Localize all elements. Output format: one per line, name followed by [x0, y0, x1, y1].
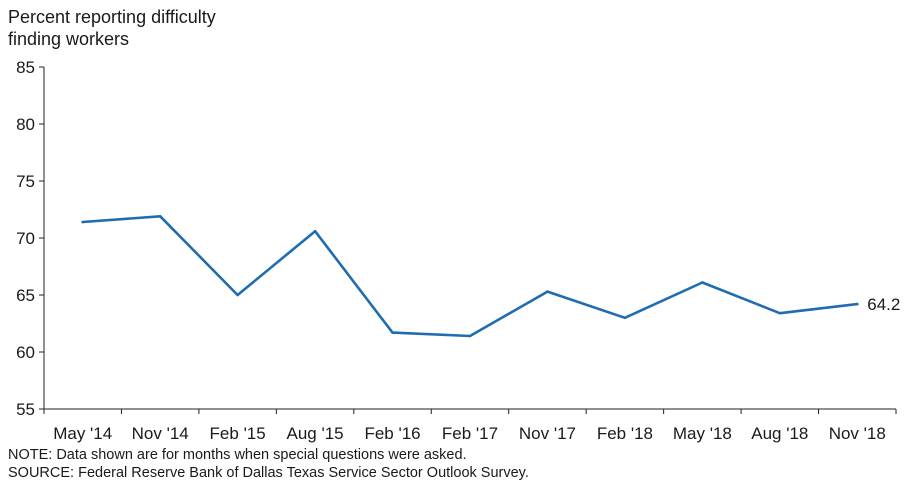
x-tick-label: Feb '17 — [442, 424, 498, 443]
y-tick-label: 70 — [16, 229, 35, 248]
x-tick-label: Feb '16 — [364, 424, 420, 443]
data-point — [158, 215, 162, 218]
y-tick-label: 75 — [16, 172, 35, 191]
y-tick-label: 80 — [16, 115, 35, 134]
x-tick-label: Aug '15 — [287, 424, 344, 443]
data-point — [778, 311, 782, 315]
note-text: NOTE: Data shown are for months when spe… — [8, 447, 467, 463]
data-point — [313, 229, 317, 233]
data-point — [391, 331, 394, 334]
y-tick-label: 85 — [16, 58, 35, 77]
data-point — [855, 302, 859, 306]
data-point — [546, 290, 549, 293]
data-point — [236, 293, 239, 297]
y-tick-label: 60 — [16, 343, 35, 362]
chart-notes: NOTE: Data shown are for months when spe… — [8, 446, 529, 482]
x-tick-label: Feb '18 — [597, 424, 653, 443]
x-tick-label: May '14 — [53, 424, 112, 443]
end-value-label: 64.2 — [867, 295, 900, 314]
x-tick-label: Nov '14 — [132, 424, 189, 443]
series-line — [81, 215, 859, 338]
source-text: SOURCE: Federal Reserve Bank of Dallas T… — [8, 465, 529, 481]
y-axis-title: Percent reporting difficulty finding wor… — [8, 6, 216, 50]
x-tick-label: Feb '15 — [210, 424, 266, 443]
data-point — [81, 220, 85, 224]
x-tick-label: Nov '18 — [829, 424, 886, 443]
y-tick-label: 65 — [16, 286, 35, 305]
y-tick-label: 55 — [16, 400, 35, 419]
y-axis-title-line-2: finding workers — [8, 29, 130, 49]
data-point — [701, 281, 704, 284]
x-tick-label: Nov '17 — [519, 424, 576, 443]
x-tick-label: Aug '18 — [751, 424, 808, 443]
data-point — [468, 334, 472, 338]
x-tick-label: May '18 — [673, 424, 732, 443]
data-point — [623, 316, 627, 320]
y-axis-title-line-1: Percent reporting difficulty — [8, 7, 216, 27]
